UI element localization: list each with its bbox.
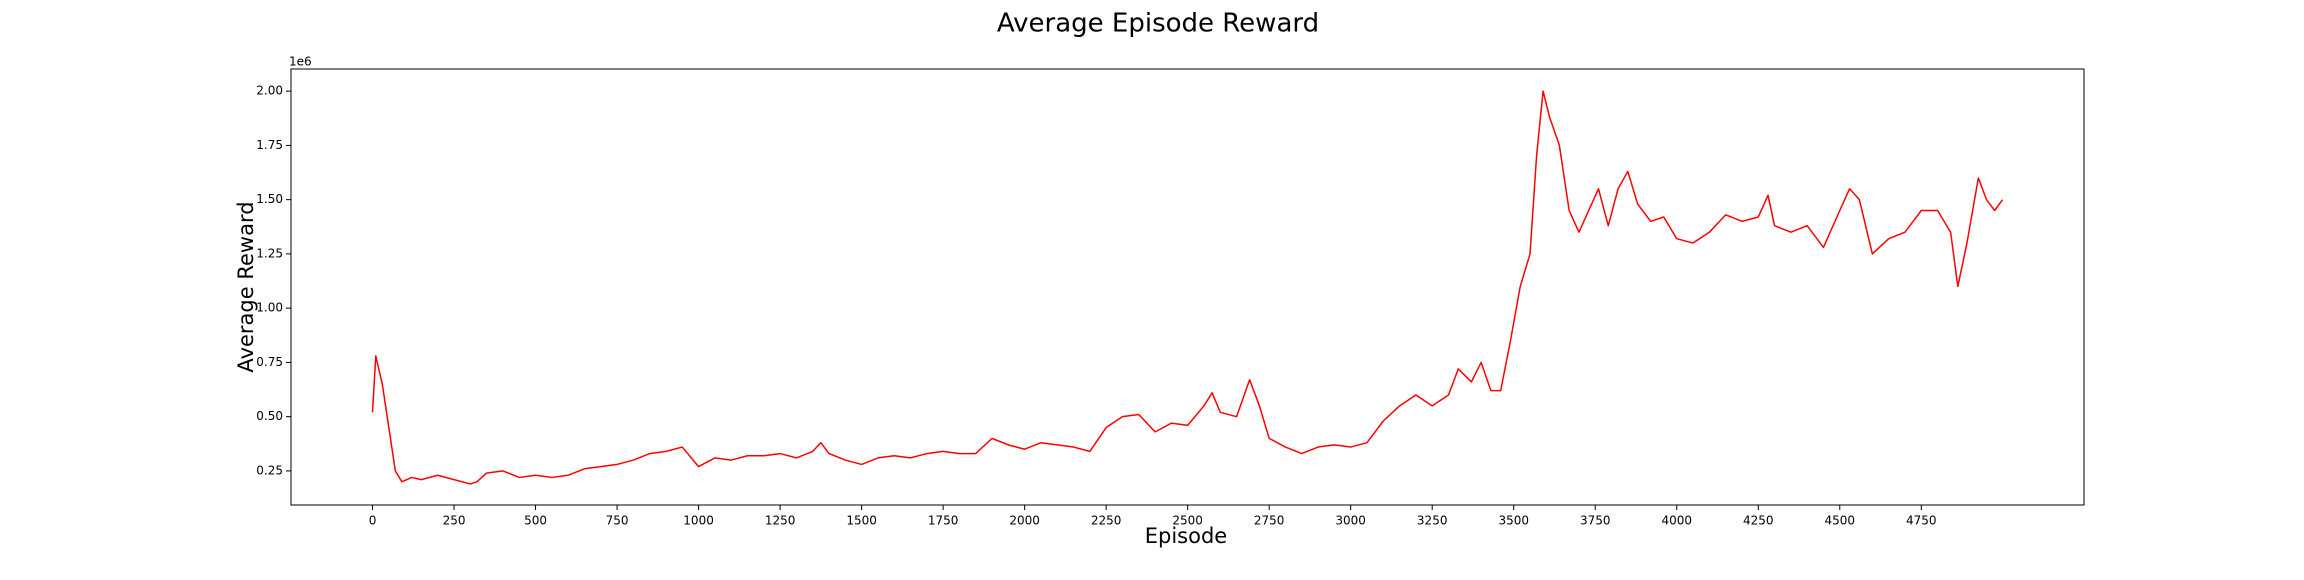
- plot-frame: [290, 68, 2085, 506]
- x-tick-label: 1000: [683, 514, 714, 528]
- y-tick-label: 0.25: [256, 463, 283, 477]
- y-axis-label: Average Reward: [234, 201, 258, 372]
- y-offset-label: 1e6: [289, 55, 312, 69]
- x-tick-label: 4500: [1825, 514, 1856, 528]
- x-tick-label: 250: [443, 514, 466, 528]
- x-tick-label: 3000: [1335, 514, 1366, 528]
- y-tick-label: 1.25: [256, 246, 283, 260]
- x-tick-label: 4000: [1661, 514, 1692, 528]
- x-tick-label: 0: [369, 514, 377, 528]
- x-tick-label: 4250: [1743, 514, 1774, 528]
- x-tick-label: 2500: [1172, 514, 1203, 528]
- x-axis-label: Episode: [1145, 524, 1227, 548]
- x-tick-label: 3750: [1580, 514, 1611, 528]
- y-tick-label: 1.75: [256, 138, 283, 152]
- x-tick-label: 1500: [846, 514, 877, 528]
- x-tick-label: 2750: [1254, 514, 1285, 528]
- x-tick-label: 750: [606, 514, 629, 528]
- x-tick-label: 1250: [765, 514, 796, 528]
- y-tick-label: 0.50: [256, 409, 283, 423]
- y-tick-label: 2.00: [256, 84, 283, 98]
- y-tick-label: 1.00: [256, 301, 283, 315]
- x-tick-label: 2000: [1009, 514, 1040, 528]
- data-line: [371, 90, 2004, 485]
- x-tick-label: 3500: [1498, 514, 1529, 528]
- y-tick-label: 1.50: [256, 192, 283, 206]
- x-tick-label: 4750: [1906, 514, 1937, 528]
- chart-title: Average Episode Reward: [997, 9, 1319, 39]
- x-tick-label: 1750: [928, 514, 959, 528]
- y-tick-label: 0.75: [256, 355, 283, 369]
- x-tick-label: 2250: [1091, 514, 1122, 528]
- x-tick-label: 3250: [1417, 514, 1448, 528]
- x-tick-label: 500: [524, 514, 547, 528]
